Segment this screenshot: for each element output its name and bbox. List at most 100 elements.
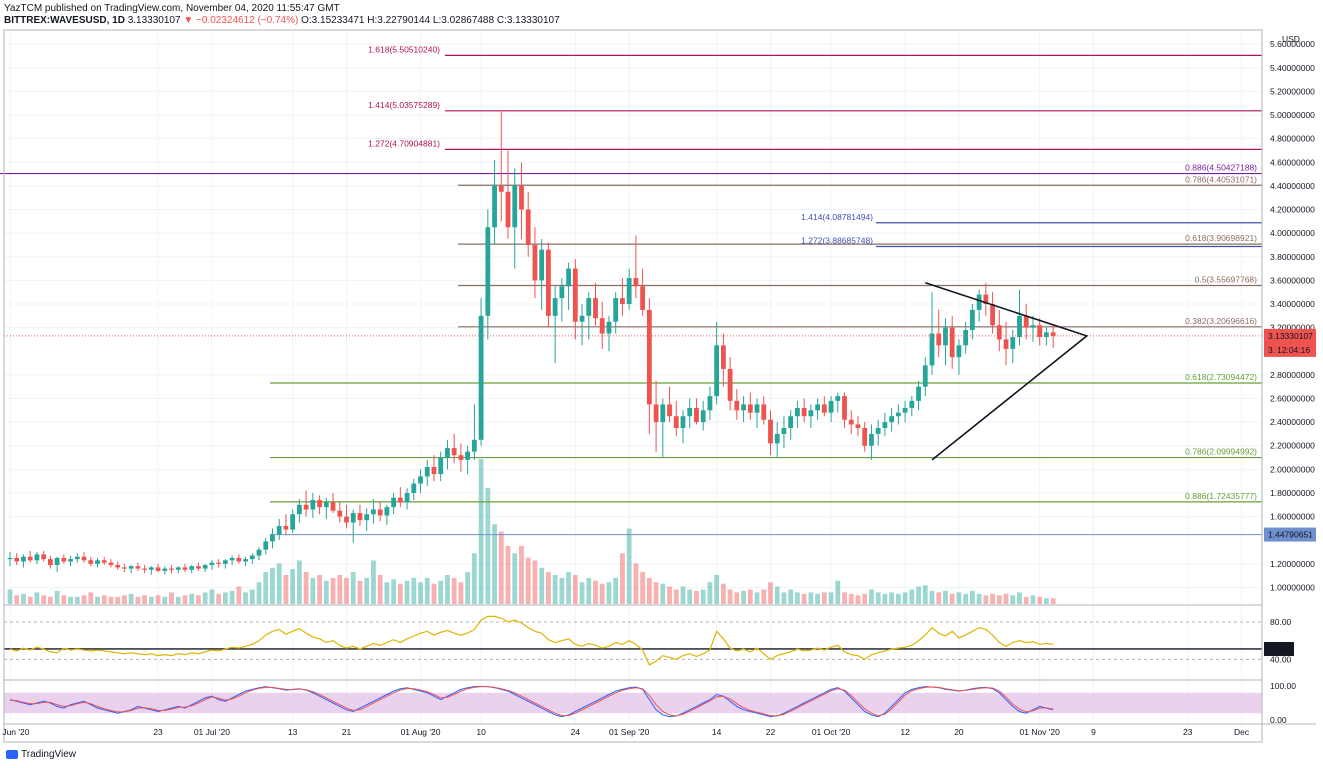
candle-body <box>673 416 679 429</box>
volume-bar <box>956 592 962 604</box>
volume-bar <box>492 524 497 604</box>
volume-bar <box>1037 596 1043 604</box>
volume-bar <box>310 577 316 604</box>
candle-body <box>485 227 491 316</box>
candle-body <box>1023 315 1029 328</box>
candle-body <box>552 298 558 316</box>
volume-bar <box>47 596 53 604</box>
volume-bar <box>418 582 423 604</box>
volume-bar <box>599 583 605 604</box>
x-tick-label: 01 Jul '20 <box>194 727 230 737</box>
candle-body <box>747 404 753 413</box>
candle-body <box>445 448 450 458</box>
volume-bar <box>202 592 208 604</box>
candle-body <box>337 510 343 517</box>
x-tick-label: 14 <box>712 727 722 737</box>
level-badge-label: 1.44790651 <box>1268 530 1313 540</box>
candle-body <box>768 419 773 444</box>
candle-body <box>202 565 208 569</box>
candle-body <box>741 404 746 411</box>
fib-label: 0.786(4.40531071) <box>1185 174 1257 184</box>
candle-body <box>364 514 370 521</box>
publisher-line: YazTCM published on TradingView.com, Nov… <box>4 3 340 14</box>
volume-bar <box>606 582 612 604</box>
volume-bar <box>936 592 942 604</box>
candle-body <box>411 483 417 493</box>
volume-bar <box>720 583 726 604</box>
candle-body <box>620 298 625 305</box>
candle-body <box>546 249 551 316</box>
volume-bar <box>707 582 713 604</box>
candle-body <box>323 502 329 508</box>
volume-bar <box>465 572 471 604</box>
volume-bar <box>350 572 356 604</box>
volume-bar <box>835 580 841 604</box>
candle-body <box>559 286 565 299</box>
volume-bar <box>1030 595 1036 604</box>
volume-bar <box>963 593 969 604</box>
candle-body <box>196 566 201 569</box>
volume-bar <box>768 582 773 604</box>
candle-body <box>175 567 181 570</box>
candle-body <box>458 455 464 460</box>
volume-bar <box>727 589 733 604</box>
candle-body <box>983 294 989 305</box>
currency-label: USD <box>1282 34 1300 44</box>
candle-body <box>949 327 955 358</box>
candle-body <box>842 396 847 420</box>
volume-bar <box>122 595 127 604</box>
volume-bar <box>303 572 309 604</box>
volume-bar <box>902 592 908 604</box>
candle-body <box>869 433 874 446</box>
x-tick-label: 12 <box>900 727 910 737</box>
candle-body <box>640 286 646 310</box>
price-badge <box>1264 328 1316 357</box>
symbol[interactable]: BITTREX:WAVESUSD, 1D <box>4 15 125 26</box>
volume-bar <box>539 567 545 604</box>
candle-body <box>761 404 767 420</box>
volume-bar <box>54 590 60 604</box>
candle-body <box>243 559 248 562</box>
x-tick-label: 01 Oct '20 <box>812 727 851 737</box>
y-tick-label: 2.00000000 <box>1270 464 1315 474</box>
volume-bar <box>546 572 551 604</box>
candle-body <box>34 554 40 561</box>
candle-body <box>135 566 141 569</box>
candle-body <box>633 278 639 287</box>
footer-brand[interactable]: TradingView <box>6 749 76 760</box>
volume-bar <box>431 583 437 604</box>
volume-bar <box>323 580 329 604</box>
volume-bar <box>579 582 585 604</box>
candle-body <box>828 400 834 413</box>
candle-body <box>680 416 686 429</box>
volume-bar <box>290 569 296 604</box>
volume-bar <box>788 589 794 604</box>
volume-bar <box>1050 598 1056 604</box>
candle-body <box>895 412 901 417</box>
candle-body <box>519 185 524 210</box>
volume-bar <box>222 592 228 604</box>
rsi-line <box>9 615 1054 666</box>
candle-body <box>431 466 437 475</box>
volume-bar <box>889 592 895 604</box>
candle-body <box>397 497 403 503</box>
candle-body <box>88 560 94 564</box>
candle-body <box>222 560 228 564</box>
candle-body <box>310 500 316 510</box>
volume-bar <box>943 590 948 604</box>
candle-body <box>801 407 807 417</box>
volume-bar <box>626 528 632 604</box>
volume-bar <box>81 595 87 604</box>
candle-body <box>350 513 356 523</box>
candle-body <box>956 345 962 358</box>
volume-bar <box>996 595 1002 604</box>
volume-bar <box>7 589 13 604</box>
volume-bar <box>175 596 181 604</box>
candle-body <box>754 404 760 413</box>
volume-bar <box>848 593 854 604</box>
candle-body <box>471 439 477 452</box>
candle-body <box>916 386 921 401</box>
candle-body <box>505 191 511 228</box>
volume-bar <box>801 593 807 604</box>
